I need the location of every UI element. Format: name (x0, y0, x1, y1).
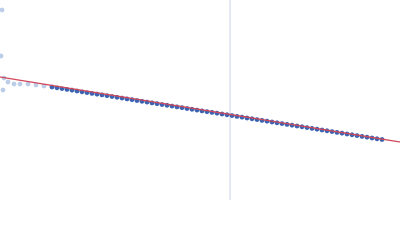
fit-line (0, 76, 400, 143)
data-point (11, 81, 17, 87)
data-point (0, 7, 5, 13)
chart (0, 0, 400, 200)
page: {"chart_data": {"type": "scatter", "xlim… (0, 0, 400, 200)
data-point (17, 81, 23, 87)
data-point (25, 81, 31, 87)
data-point (0, 53, 4, 59)
data-point (0, 87, 6, 93)
data-point (5, 79, 11, 85)
data-point (33, 82, 39, 88)
